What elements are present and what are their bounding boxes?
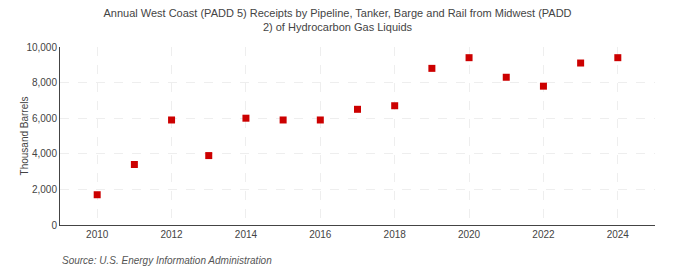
svg-text:8,000: 8,000 [32, 77, 57, 88]
svg-text:6,000: 6,000 [32, 113, 57, 124]
svg-text:2024: 2024 [607, 229, 630, 240]
svg-text:2010: 2010 [86, 229, 109, 240]
svg-text:2014: 2014 [235, 229, 258, 240]
svg-text:2020: 2020 [458, 229, 481, 240]
svg-text:Thousand Barrels: Thousand Barrels [19, 97, 30, 176]
svg-text:2016: 2016 [309, 229, 332, 240]
svg-text:Annual West Coast (PADD 5) Rec: Annual West Coast (PADD 5) Receipts by P… [103, 7, 571, 33]
svg-text:0: 0 [51, 220, 57, 231]
svg-text:2022: 2022 [532, 229, 555, 240]
svg-text:2018: 2018 [384, 229, 407, 240]
svg-text:10,000: 10,000 [26, 42, 57, 53]
svg-text:2012: 2012 [160, 229, 183, 240]
svg-text:2,000: 2,000 [32, 184, 57, 195]
svg-text:4,000: 4,000 [32, 148, 57, 159]
svg-text:Source: U.S. Energy Informatio: Source: U.S. Energy Information Administ… [62, 255, 272, 266]
